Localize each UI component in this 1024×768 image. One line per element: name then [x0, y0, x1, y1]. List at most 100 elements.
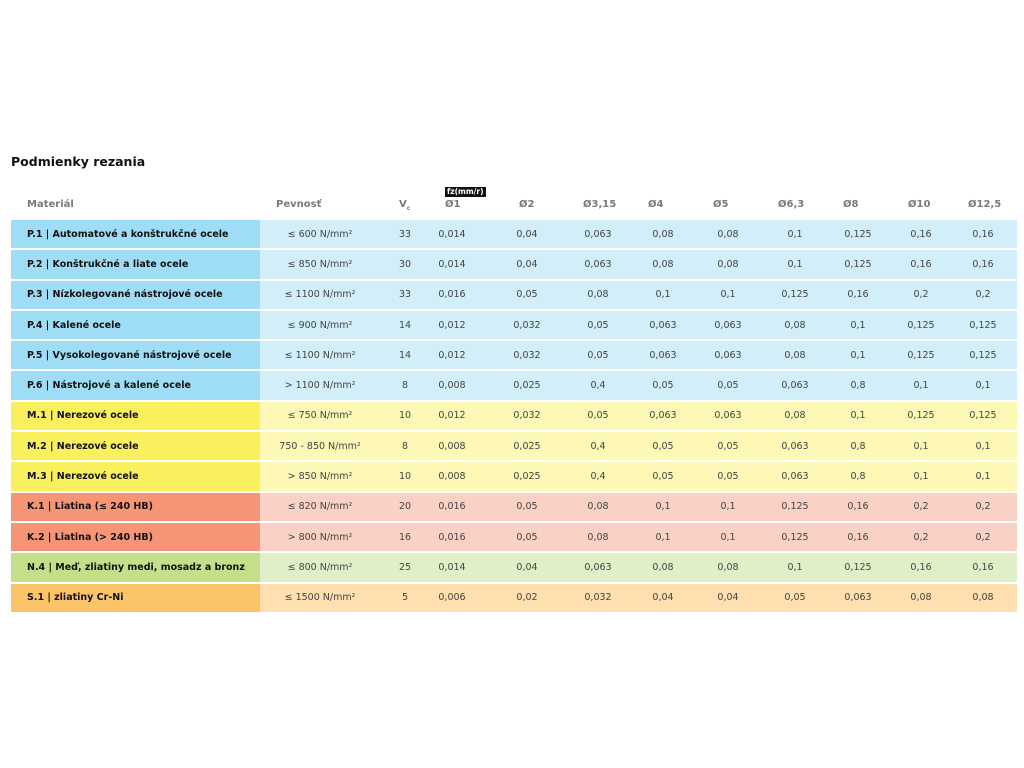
header-diameter: Ø8 — [843, 199, 859, 210]
fz-cell: 0,08 — [717, 561, 739, 573]
table-row: M.1 | Nerezové ocele ≤ 750 N/mm² 10 0,012 0,… — [11, 401, 1017, 431]
vc-cell: 25 — [398, 561, 412, 573]
fz-cell: 0,05 — [652, 380, 674, 392]
vc-cell: 30 — [398, 258, 412, 270]
fz-cell: 0,05 — [652, 440, 674, 452]
strength-cell: ≤ 1100 N/mm² — [284, 289, 356, 301]
strength-cell: > 850 N/mm² — [287, 471, 353, 483]
fz-cell: 0,1 — [975, 380, 991, 392]
material-name: K.1 | Liatina (≤ 240 HB) — [11, 492, 260, 521]
page-title: Podmienky rezania — [11, 154, 146, 169]
fz-unit-badge: fz(mm/r) — [445, 187, 486, 197]
fz-cell: 0,08 — [587, 501, 609, 513]
fz-cell: 0,16 — [910, 228, 932, 240]
fz-cell: 0,16 — [910, 561, 932, 573]
strength-cell: ≤ 850 N/mm² — [287, 258, 353, 270]
fz-cell: 0,8 — [850, 471, 866, 483]
fz-cell: 0,125 — [907, 319, 935, 331]
material-name: P.3 | Nízkolegované nástrojové ocele — [11, 280, 260, 309]
fz-cell: 0,008 — [438, 380, 466, 392]
fz-cell: 0,08 — [587, 531, 609, 543]
header-diameter: Ø6,3 — [778, 199, 805, 210]
fz-cell: 0,1 — [720, 289, 736, 301]
fz-cell: 0,08 — [910, 592, 932, 604]
fz-cell: 0,04 — [652, 592, 674, 604]
fz-cell: 0,2 — [913, 531, 929, 543]
fz-cell: 0,063 — [649, 410, 677, 422]
row-values — [260, 522, 1017, 552]
fz-cell: 0,04 — [516, 561, 538, 573]
table-header: Materiál Pevnosť Vc Ø1 Ø2 Ø3,15 Ø4 Ø5 Ø6… — [0, 196, 1024, 214]
fz-cell: 0,05 — [587, 410, 609, 422]
fz-cell: 0,025 — [513, 380, 541, 392]
fz-cell: 0,1 — [655, 531, 671, 543]
cutting-conditions-table: P.1 | Automatové a konštrukčné ocele ≤ 60… — [11, 220, 1017, 614]
fz-cell: 0,16 — [847, 501, 869, 513]
fz-cell: 0,125 — [969, 319, 997, 331]
material-name: M.1 | Nerezové ocele — [11, 401, 260, 431]
row-values — [260, 432, 1017, 461]
table-row: K.2 | Liatina (> 240 HB) > 800 N/mm² 16 0,0… — [11, 522, 1017, 552]
row-values — [260, 492, 1017, 521]
row-values — [260, 310, 1017, 340]
table-row: N.4 | Meď, zliatiny medi, mosadz a bronz… — [11, 553, 1017, 582]
row-values — [260, 220, 1017, 249]
fz-cell: 0,08 — [784, 319, 806, 331]
fz-cell: 0,05 — [587, 319, 609, 331]
fz-cell: 0,125 — [844, 228, 872, 240]
fz-cell: 0,08 — [587, 289, 609, 301]
strength-cell: ≤ 900 N/mm² — [287, 319, 353, 331]
fz-cell: 0,08 — [784, 410, 806, 422]
fz-cell: 0,1 — [655, 289, 671, 301]
strength-cell: ≤ 750 N/mm² — [287, 410, 353, 422]
vc-cell: 8 — [401, 440, 409, 452]
vc-cell: 20 — [398, 501, 412, 513]
table-row: P.4 | Kalené ocele ≤ 900 N/mm² 14 0,012 0,03… — [11, 310, 1017, 340]
fz-cell: 0,063 — [714, 319, 742, 331]
vc-cell: 8 — [401, 380, 409, 392]
fz-cell: 0,063 — [584, 561, 612, 573]
fz-cell: 0,16 — [972, 228, 994, 240]
fz-cell: 0,063 — [781, 380, 809, 392]
fz-cell: 0,16 — [972, 258, 994, 270]
fz-cell: 0,063 — [714, 349, 742, 361]
material-name: S.1 | zliatiny Cr-Ni — [11, 583, 260, 612]
strength-cell: ≤ 1500 N/mm² — [284, 592, 356, 604]
fz-cell: 0,08 — [784, 349, 806, 361]
header-material: Materiál — [27, 199, 74, 210]
vc-cell: 33 — [398, 228, 412, 240]
fz-cell: 0,016 — [438, 531, 466, 543]
strength-cell: > 1100 N/mm² — [284, 380, 356, 392]
fz-cell: 0,08 — [717, 258, 739, 270]
fz-cell: 0,04 — [516, 258, 538, 270]
fz-cell: 0,032 — [513, 349, 541, 361]
fz-cell: 0,1 — [850, 349, 866, 361]
header-diameter: Ø5 — [713, 199, 729, 210]
fz-cell: 0,014 — [438, 561, 466, 573]
row-values — [260, 462, 1017, 491]
fz-cell: 0,08 — [652, 258, 674, 270]
strength-cell: 750 - 850 N/mm² — [279, 440, 361, 452]
vc-cell: 10 — [398, 471, 412, 483]
table-row: K.1 | Liatina (≤ 240 HB) ≤ 820 N/mm² 20 0,0… — [11, 492, 1017, 521]
fz-cell: 0,125 — [844, 561, 872, 573]
fz-cell: 0,05 — [652, 471, 674, 483]
fz-cell: 0,16 — [972, 561, 994, 573]
fz-cell: 0,05 — [516, 289, 538, 301]
fz-cell: 0,1 — [850, 410, 866, 422]
fz-cell: 0,063 — [781, 471, 809, 483]
fz-cell: 0,1 — [655, 501, 671, 513]
fz-cell: 0,032 — [584, 592, 612, 604]
header-diameter: Ø4 — [648, 199, 664, 210]
fz-cell: 0,063 — [844, 592, 872, 604]
fz-cell: 0,025 — [513, 440, 541, 452]
table-row: P.1 | Automatové a konštrukčné ocele ≤ 60… — [11, 220, 1017, 249]
material-name: P.2 | Konštrukčné a liate ocele — [11, 250, 260, 279]
fz-cell: 0,125 — [969, 410, 997, 422]
fz-cell: 0,1 — [720, 501, 736, 513]
fz-cell: 0,063 — [649, 319, 677, 331]
strength-cell: > 800 N/mm² — [287, 531, 353, 543]
fz-cell: 0,08 — [652, 228, 674, 240]
vc-cell: 33 — [398, 289, 412, 301]
strength-cell: ≤ 820 N/mm² — [287, 501, 353, 513]
